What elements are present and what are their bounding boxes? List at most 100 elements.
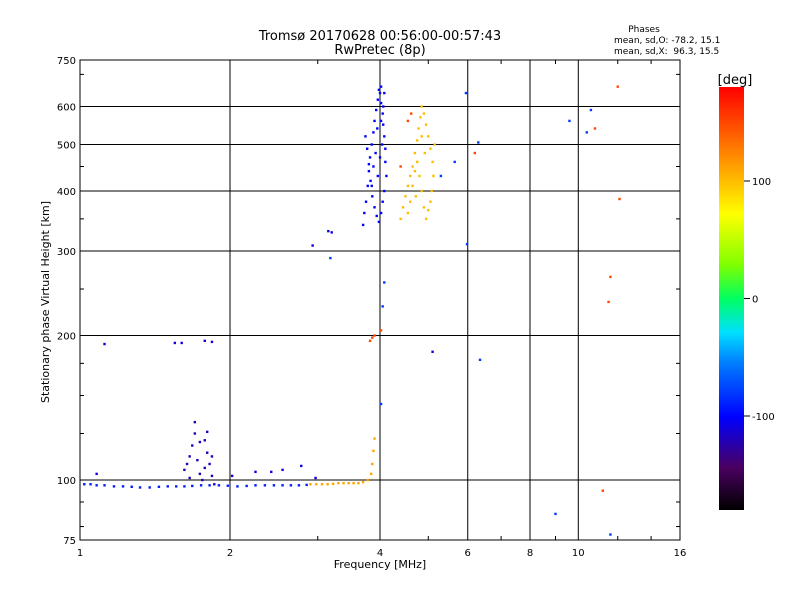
x-tick-label: 8 — [527, 548, 533, 559]
data-point — [409, 112, 413, 115]
data-point — [347, 481, 350, 485]
data-point — [281, 468, 284, 472]
data-point — [193, 420, 197, 424]
data-point — [379, 119, 383, 123]
data-point — [383, 91, 386, 95]
data-point — [373, 206, 376, 209]
data-point — [373, 119, 376, 123]
data-point — [383, 281, 386, 284]
data-point — [326, 483, 329, 486]
data-point — [593, 127, 597, 130]
data-point — [589, 108, 593, 112]
data-point — [263, 484, 267, 487]
data-point — [254, 470, 257, 474]
data-point — [379, 211, 383, 215]
data-point — [373, 334, 376, 337]
data-point — [368, 339, 372, 343]
data-point — [381, 112, 384, 115]
data-point — [429, 200, 432, 203]
data-point — [361, 223, 365, 227]
data-point — [320, 483, 324, 486]
phase-stats-o: mean, sd,O: -78.2, 15.1 — [614, 36, 720, 46]
data-point — [378, 91, 382, 95]
data-point — [372, 131, 375, 134]
y-tick-label: 300 — [57, 247, 76, 258]
data-point — [352, 481, 355, 485]
data-point — [431, 160, 434, 164]
data-point — [427, 135, 430, 138]
data-point — [373, 437, 376, 440]
data-point — [148, 486, 151, 489]
data-point — [300, 464, 303, 468]
data-point — [372, 165, 375, 168]
data-point — [585, 131, 588, 134]
data-point — [191, 444, 194, 447]
data-point — [205, 430, 209, 434]
data-point — [401, 206, 405, 209]
data-point — [453, 160, 456, 164]
data-point — [191, 484, 194, 488]
data-point — [374, 151, 377, 155]
data-point — [315, 483, 318, 486]
data-point — [166, 485, 169, 488]
data-point — [383, 135, 386, 138]
data-point — [430, 189, 433, 193]
data-point — [254, 484, 257, 487]
data-point — [180, 341, 183, 345]
data-point — [371, 195, 374, 198]
data-point — [465, 242, 469, 246]
data-point — [95, 484, 98, 487]
y-tick-label: 75 — [63, 536, 76, 547]
x-tick-label: 2 — [227, 548, 233, 559]
data-point — [406, 211, 410, 215]
data-point — [409, 200, 412, 203]
data-point — [413, 151, 417, 155]
data-point — [193, 432, 197, 435]
x-tick-label: 10 — [572, 548, 585, 559]
data-point — [376, 98, 380, 101]
x-tick-label: 1 — [77, 548, 83, 559]
data-point — [473, 151, 477, 155]
data-point — [245, 484, 248, 488]
data-point — [422, 206, 426, 209]
data-point — [203, 339, 206, 343]
data-point — [188, 455, 191, 458]
data-point — [210, 455, 214, 458]
data-point — [406, 119, 410, 123]
data-point — [384, 147, 387, 150]
data-point — [379, 329, 383, 332]
data-point — [367, 169, 371, 173]
data-point — [382, 123, 385, 126]
data-point — [199, 484, 203, 487]
data-point — [342, 481, 345, 485]
data-point — [83, 483, 86, 486]
data-point — [369, 472, 373, 476]
data-point — [382, 105, 385, 108]
data-point — [364, 200, 368, 203]
data-point — [424, 217, 428, 221]
data-point — [370, 184, 373, 188]
data-point — [205, 451, 209, 454]
data-point — [478, 358, 482, 362]
colorbar-tick-label: 100 — [752, 177, 771, 188]
data-point — [432, 174, 435, 178]
data-point — [305, 483, 308, 487]
data-point — [208, 462, 211, 466]
data-point — [411, 184, 414, 188]
data-point — [270, 470, 273, 474]
y-axis-label: Stationary phase Virtual Height [km] — [39, 201, 52, 403]
data-point — [429, 147, 432, 150]
data-point — [196, 458, 199, 462]
data-point — [385, 174, 388, 178]
data-point — [618, 197, 621, 201]
data-point — [609, 275, 612, 279]
x-tick-label: 6 — [465, 548, 471, 559]
data-point — [309, 483, 312, 486]
data-point — [337, 481, 340, 485]
y-tick-label: 750 — [57, 56, 76, 67]
data-point — [375, 214, 378, 218]
data-point — [433, 143, 436, 146]
data-point — [203, 439, 206, 442]
phase-stats-x: mean, sd,X: 96.3, 15.5 — [614, 47, 719, 57]
data-point — [198, 440, 202, 444]
